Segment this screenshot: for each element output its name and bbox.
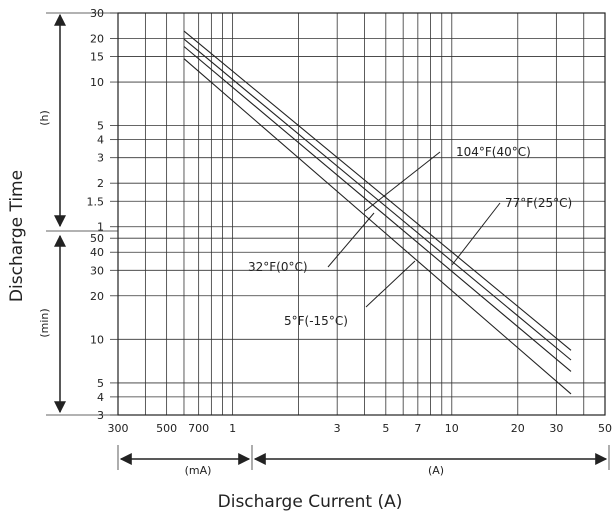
ma-unit-label: (mA): [185, 464, 212, 477]
x-axis-title: Discharge Current (A): [218, 492, 403, 512]
series-label-25c: 77°F(25°C): [505, 196, 572, 210]
series-line-2: [183, 46, 572, 372]
y-tick-label: 5: [97, 377, 104, 390]
y-tick-label: 15: [90, 51, 104, 64]
hours-unit-label: (h): [38, 110, 51, 126]
y-axis-title: Discharge Time: [7, 170, 27, 302]
y-tick-label: 40: [90, 246, 104, 259]
x-tick-label: 500: [156, 422, 177, 435]
x-tick-label: 300: [108, 422, 129, 435]
y-tick-label: 1.5: [87, 195, 105, 208]
y-tick-label: 3: [97, 152, 104, 165]
y-tick-label: 4: [97, 134, 104, 147]
y-tick-label: 20: [90, 32, 104, 45]
x-tick-label: 7: [414, 422, 421, 435]
x-tick-label: 5: [382, 422, 389, 435]
minutes-unit-label: (min): [38, 308, 51, 337]
x-tick-label: 10: [445, 422, 459, 435]
plot-frame: [117, 12, 606, 416]
y-tick-label: 10: [90, 333, 104, 346]
leader-25c: [451, 202, 501, 266]
leader-0c: [327, 212, 375, 268]
grid: [117, 12, 606, 416]
y-tick-label: 1: [97, 221, 104, 234]
series-line-1: [183, 38, 572, 361]
y-tick-label: 20: [90, 290, 104, 303]
y-tick-label: 3: [97, 409, 104, 422]
series-group: [183, 30, 572, 395]
x-tick-label: 20: [511, 422, 525, 435]
y-tick-label: 5: [97, 120, 104, 133]
x-tick-label: 3: [334, 422, 341, 435]
x-tick-label: 1: [229, 422, 236, 435]
leader-m15c: [365, 260, 416, 308]
y-tick-label: 4: [97, 391, 104, 404]
series-label-0c: 32°F(0°C): [248, 260, 308, 274]
series-label-m15c: 5°F(-15°C): [284, 314, 348, 328]
y-tick-label: 30: [90, 264, 104, 277]
y-tick-label: 2: [97, 177, 104, 190]
series-line-3: [183, 58, 572, 395]
series-line-0: [183, 30, 572, 351]
series-label-40c: 104°F(40°C): [456, 145, 531, 159]
y-tick-label: 50: [90, 232, 104, 245]
y-tick-label: 10: [90, 76, 104, 89]
leader-40c: [364, 151, 441, 212]
x-tick-labels: 300 500 700 1 3 5 7 10 20 30 50: [108, 422, 613, 435]
a-unit-label: (A): [428, 464, 444, 477]
x-tick-label: 30: [549, 422, 563, 435]
x-tick-label: 700: [188, 422, 209, 435]
x-tick-label: 50: [598, 422, 612, 435]
y-tick-label: 30: [90, 7, 104, 20]
